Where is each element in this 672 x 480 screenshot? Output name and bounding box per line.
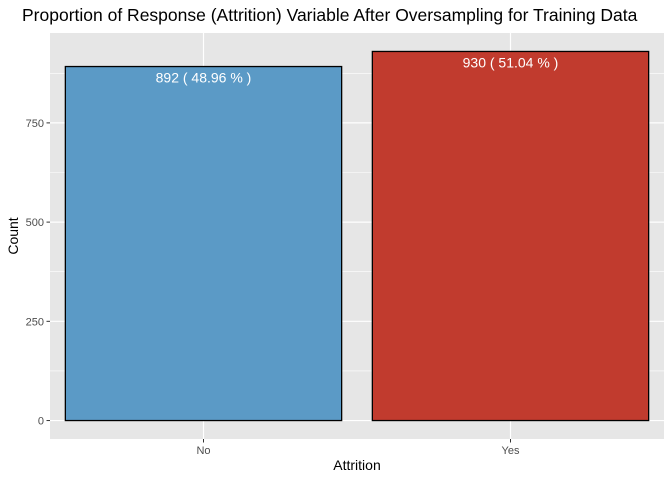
y-tick-label: 750	[26, 118, 44, 130]
x-tick-label: No	[196, 445, 210, 457]
y-tick-label: 250	[26, 316, 44, 328]
y-tick-label: 500	[26, 217, 44, 229]
bar-no	[64, 65, 343, 422]
bar-data-label: 892 ( 48.96 % )	[156, 70, 252, 86]
chart-title: Proportion of Response (Attrition) Varia…	[22, 5, 638, 25]
x-axis: No Yes	[196, 439, 520, 457]
y-axis-title: Count	[5, 217, 21, 254]
x-tick-label: Yes	[502, 445, 520, 457]
bar-data-label: 930 ( 51.04 % )	[463, 54, 559, 70]
x-axis-title: Attrition	[333, 457, 380, 473]
y-tick-label: 0	[38, 416, 44, 428]
bars	[64, 50, 650, 422]
bar-yes	[371, 50, 650, 422]
y-axis: 0 250 500 750	[26, 118, 50, 428]
bar-data-labels: 892 ( 48.96 % ) 930 ( 51.04 % )	[156, 54, 559, 85]
